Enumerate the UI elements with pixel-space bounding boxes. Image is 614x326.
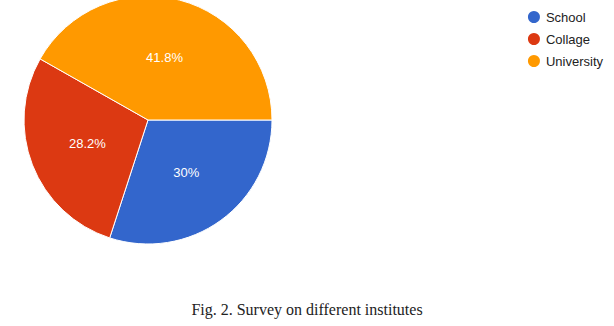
svg-text:Fig. 2. Survey on different in: Fig. 2. Survey on different institutes bbox=[191, 301, 422, 319]
svg-text:28.2%: 28.2% bbox=[69, 136, 106, 151]
svg-text:University: University bbox=[546, 54, 604, 69]
svg-text:Collage: Collage bbox=[546, 32, 590, 47]
svg-text:30%: 30% bbox=[173, 165, 199, 180]
svg-text:School: School bbox=[546, 10, 586, 25]
svg-text:41.8%: 41.8% bbox=[146, 50, 183, 65]
